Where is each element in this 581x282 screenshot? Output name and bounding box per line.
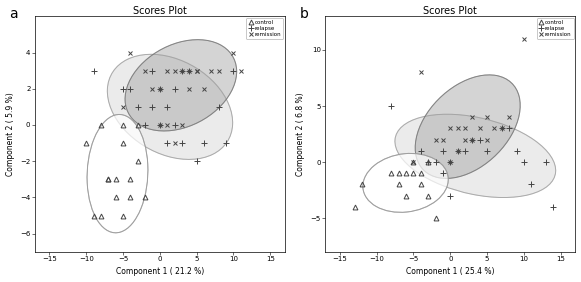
Ellipse shape xyxy=(107,54,232,159)
Y-axis label: Component 2 ( 5.9 %): Component 2 ( 5.9 %) xyxy=(6,92,15,176)
X-axis label: Component 1 ( 21.2 %): Component 1 ( 21.2 %) xyxy=(116,267,204,276)
Ellipse shape xyxy=(87,114,148,233)
X-axis label: Component 1 ( 25.4 %): Component 1 ( 25.4 %) xyxy=(406,267,494,276)
Title: Scores Plot: Scores Plot xyxy=(424,6,477,16)
Legend: control, relapse, remission: control, relapse, remission xyxy=(537,18,574,39)
Text: b: b xyxy=(300,7,309,21)
Legend: control, relapse, remission: control, relapse, remission xyxy=(246,18,284,39)
Text: a: a xyxy=(10,7,18,21)
Ellipse shape xyxy=(125,40,236,131)
Ellipse shape xyxy=(363,153,449,212)
Ellipse shape xyxy=(395,114,555,197)
Ellipse shape xyxy=(415,75,520,179)
Y-axis label: Component 2 ( 6.8 %): Component 2 ( 6.8 %) xyxy=(296,92,305,176)
Title: Scores Plot: Scores Plot xyxy=(133,6,187,16)
